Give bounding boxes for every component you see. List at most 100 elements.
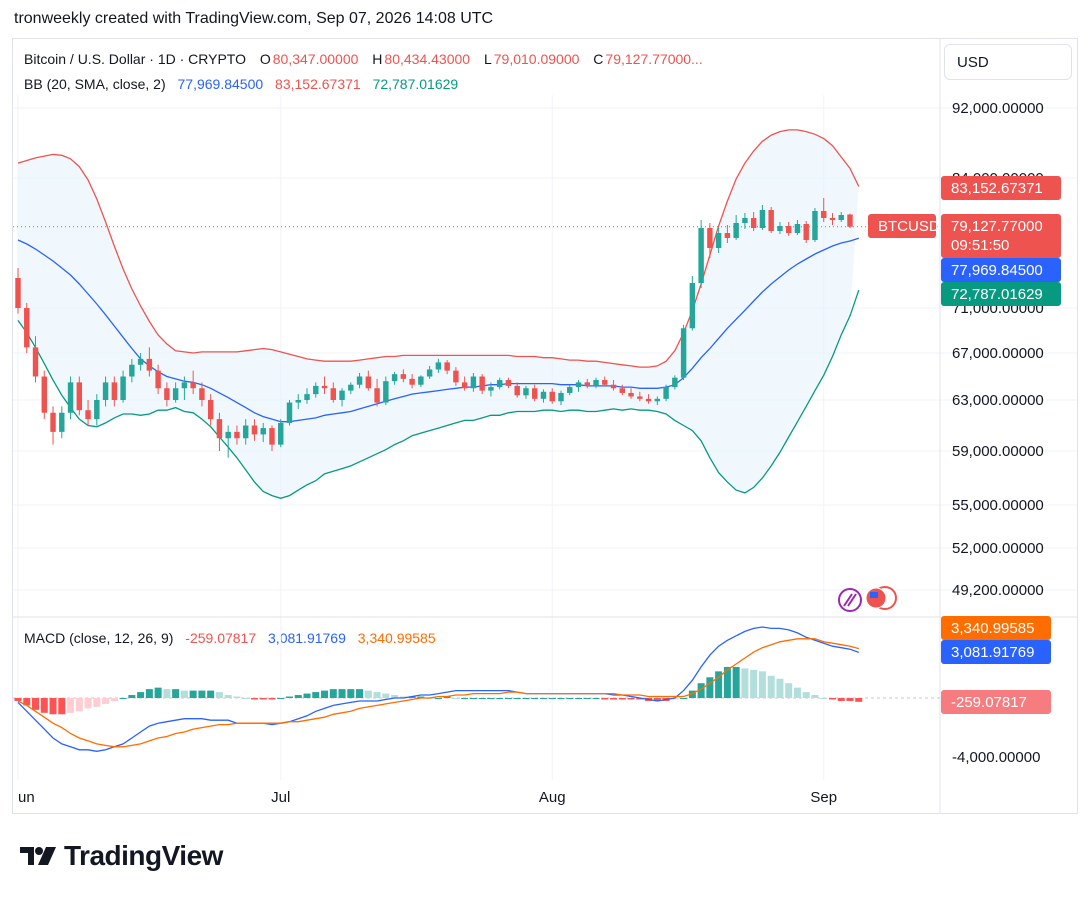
candle-body[interactable] — [628, 392, 634, 397]
candle-body[interactable] — [164, 388, 170, 400]
candle-body[interactable] — [251, 425, 258, 435]
candle-body[interactable] — [242, 425, 249, 439]
candle-body[interactable] — [207, 400, 214, 420]
event-markers[interactable] — [838, 586, 897, 612]
candle-body[interactable] — [672, 377, 678, 388]
candle-body[interactable] — [514, 385, 520, 396]
candle-body[interactable] — [418, 376, 424, 385]
macd-signal-badge[interactable]: 3,340.99585 — [941, 616, 1051, 640]
macd-legend[interactable]: MACD (close, 12, 26, 9) -259.07817 3,081… — [24, 630, 438, 646]
macd-hist-badge[interactable]: -259.07817 — [941, 690, 1051, 714]
candle-body[interactable] — [847, 214, 853, 227]
candle-body[interactable] — [619, 388, 626, 393]
candle-body[interactable] — [400, 374, 407, 379]
candle-body[interactable] — [199, 388, 205, 400]
candle-body[interactable] — [742, 218, 748, 223]
candle-body[interactable] — [829, 218, 836, 220]
candle-body[interactable] — [558, 392, 564, 402]
macd-line-badge[interactable]: 3,081.91769 — [941, 640, 1051, 664]
candle-body[interactable] — [663, 387, 669, 399]
candle-body[interactable] — [76, 382, 83, 411]
candle-body[interactable] — [645, 398, 652, 402]
candle-body[interactable] — [295, 400, 301, 403]
bb-lower-badge[interactable]: 72,787.01629 — [941, 282, 1061, 306]
candle-body[interactable] — [470, 376, 477, 389]
bb-legend[interactable]: BB (20, SMA, close, 2) 77,969.84500 83,1… — [24, 76, 460, 92]
candle-body[interactable] — [383, 381, 389, 403]
candle-body[interactable] — [67, 382, 74, 413]
candle-body[interactable] — [409, 378, 415, 385]
candle-body[interactable] — [838, 215, 844, 220]
candle-body[interactable] — [453, 370, 459, 383]
candle-body[interactable] — [278, 422, 284, 445]
candle-body[interactable] — [24, 308, 30, 348]
candle-body[interactable] — [59, 412, 65, 432]
candle-body[interactable] — [637, 396, 643, 399]
spark-event-icon[interactable] — [838, 588, 862, 612]
candle-body[interactable] — [785, 226, 792, 233]
currency-button[interactable]: USD — [944, 44, 1072, 80]
candle-body[interactable] — [426, 369, 433, 377]
candle-body[interactable] — [321, 385, 328, 389]
candle-body[interactable] — [488, 387, 494, 391]
candle-body[interactable] — [759, 210, 766, 228]
candle-body[interactable] — [680, 328, 687, 378]
candle-body[interactable] — [181, 382, 188, 389]
candle-body[interactable] — [111, 382, 118, 400]
bb-basis-badge[interactable]: 77,969.84500 — [941, 258, 1061, 282]
candle-body[interactable] — [777, 226, 783, 231]
candle-body[interactable] — [575, 382, 582, 388]
candle-body[interactable] — [444, 362, 450, 371]
candle-body[interactable] — [286, 402, 293, 423]
candle-body[interactable] — [129, 364, 135, 377]
candle-body[interactable] — [654, 398, 661, 402]
candle-body[interactable] — [794, 224, 801, 233]
candle-body[interactable] — [365, 376, 372, 389]
candle-body[interactable] — [532, 388, 538, 399]
candle-body[interactable] — [234, 431, 240, 439]
candle-body[interactable] — [32, 347, 39, 377]
candle-body[interactable] — [724, 233, 731, 238]
ticker-badge[interactable]: BTCUSD — [868, 214, 940, 238]
candle-body[interactable] — [155, 370, 161, 389]
candle-body[interactable] — [190, 382, 196, 389]
candle-body[interactable] — [750, 218, 757, 228]
candle-body[interactable] — [593, 380, 599, 386]
candle-body[interactable] — [479, 376, 485, 391]
candle-body[interactable] — [496, 380, 503, 388]
candle-body[interactable] — [768, 210, 774, 231]
candle-body[interactable] — [505, 380, 512, 386]
chart-frame[interactable] — [12, 38, 1078, 814]
candle-body[interactable] — [94, 400, 100, 420]
candle-body[interactable] — [689, 283, 696, 329]
candle-body[interactable] — [216, 419, 223, 439]
candle-body[interactable] — [313, 385, 319, 395]
candle-body[interactable] — [812, 211, 818, 240]
candle-body[interactable] — [137, 358, 144, 365]
candle-body[interactable] — [374, 388, 380, 403]
candle-body[interactable] — [304, 394, 310, 400]
candle-body[interactable] — [540, 391, 547, 399]
candle-body[interactable] — [120, 376, 126, 401]
candle-body[interactable] — [602, 380, 608, 385]
tradingview-logo[interactable]: TradingView — [18, 840, 223, 872]
candle-body[interactable] — [146, 358, 153, 371]
candle-body[interactable] — [391, 374, 398, 382]
candle-body[interactable] — [698, 228, 704, 283]
candle-body[interactable] — [330, 388, 336, 400]
candle-body[interactable] — [225, 431, 231, 439]
candle-body[interactable] — [584, 382, 590, 386]
last-price-badge[interactable]: 79,127.77000 09:51:50 — [941, 214, 1061, 258]
candle-body[interactable] — [707, 228, 713, 248]
candle-body[interactable] — [435, 362, 442, 370]
candle-body[interactable] — [102, 382, 109, 400]
candle-body[interactable] — [172, 388, 179, 400]
candle-body[interactable] — [461, 382, 468, 389]
candle-body[interactable] — [821, 211, 827, 218]
candle-body[interactable] — [803, 224, 809, 240]
candle-body[interactable] — [523, 388, 529, 396]
bb-upper-badge[interactable]: 83,152.67371 — [941, 176, 1061, 200]
candle-body[interactable] — [348, 384, 354, 391]
candle-body[interactable] — [50, 412, 56, 432]
